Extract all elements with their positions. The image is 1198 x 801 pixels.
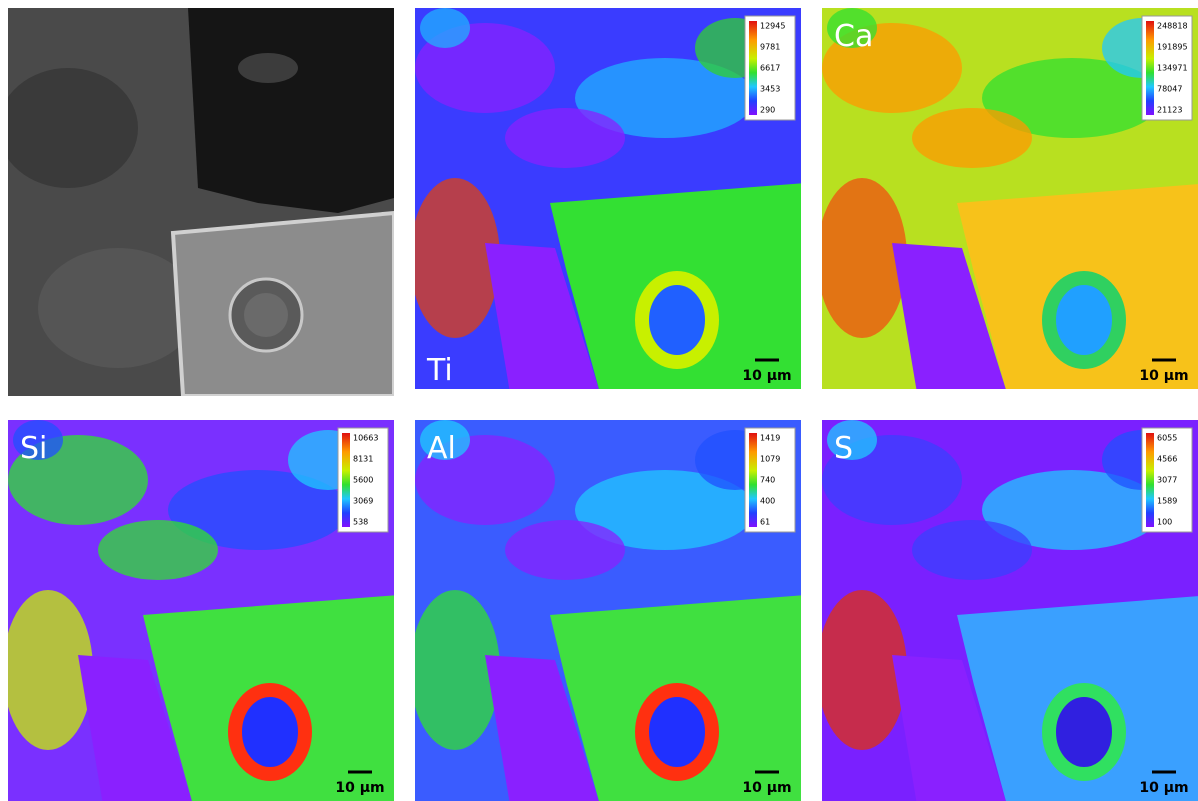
- map-blob: [912, 520, 1032, 580]
- colorbar-label: 10663: [353, 434, 378, 443]
- colorbar: 12945 9781 6617 3453 290: [744, 15, 796, 121]
- colorbar-label: 134971: [1157, 64, 1188, 73]
- colorbar-label: 4566: [1157, 455, 1177, 464]
- map-ring: [1042, 271, 1126, 369]
- map-blob: [415, 590, 500, 750]
- colorbar-label: 1419: [760, 434, 780, 443]
- map-blob: [982, 58, 1162, 138]
- map-strip: [78, 655, 192, 801]
- colorbar-label: 1589: [1157, 497, 1177, 506]
- map-blob: [13, 420, 63, 460]
- map-blob: [8, 590, 93, 750]
- scale-bar-label: 10 µm: [335, 780, 384, 796]
- colorbar-gradient: [342, 433, 350, 527]
- map-blob: [575, 58, 755, 138]
- element-map: 248818 191895 134971 78047 21123 10 µm Ca: [822, 8, 1198, 389]
- element-map: 6055 4566 3077 1589 100 10 µm S: [822, 420, 1198, 801]
- map-strip: [485, 243, 599, 389]
- colorbar-label: 8131: [353, 455, 373, 464]
- colorbar-gradient: [749, 21, 757, 115]
- sem-image: [8, 8, 394, 396]
- element-map: 1419 1079 740 400 61 10 µm Al: [415, 420, 801, 801]
- element-label: Ti: [426, 353, 453, 388]
- map-blob: [912, 108, 1032, 168]
- colorbar: 10663 8131 5600 3069 538: [337, 427, 389, 533]
- colorbar-label: 538: [353, 518, 368, 527]
- map-ring: [1042, 683, 1126, 781]
- element-map: 12945 9781 6617 3453 290 10 µm Ti: [415, 8, 801, 389]
- colorbar-label: 100: [1157, 518, 1172, 527]
- colorbar-gradient: [749, 433, 757, 527]
- scale-bar-label: 10 µm: [1139, 368, 1188, 384]
- colorbar-label: 248818: [1157, 22, 1188, 31]
- colorbar-label: 3069: [353, 497, 373, 506]
- map-ring: [228, 683, 312, 781]
- colorbar: 248818 191895 134971 78047 21123: [1141, 15, 1193, 121]
- element-label: S: [834, 431, 853, 466]
- colorbar-label: 740: [760, 476, 775, 485]
- map-blob: [982, 470, 1162, 550]
- map-blob: [822, 178, 907, 338]
- scale-bar-label: 10 µm: [1139, 780, 1188, 796]
- colorbar-gradient: [1146, 21, 1154, 115]
- colorbar-label: 21123: [1157, 106, 1182, 115]
- map-blob: [98, 520, 218, 580]
- map-strip: [485, 655, 599, 801]
- colorbar-gradient: [1146, 433, 1154, 527]
- map-ring: [635, 271, 719, 369]
- map-blob: [575, 470, 755, 550]
- map-blob: [827, 420, 877, 460]
- colorbar-label: 290: [760, 106, 775, 115]
- map-ring: [635, 683, 719, 781]
- colorbar-label: 5600: [353, 476, 373, 485]
- map-strip: [892, 243, 1006, 389]
- colorbar-label: 400: [760, 497, 775, 506]
- map-blob: [420, 8, 470, 48]
- scale-bar-label: 10 µm: [742, 780, 791, 796]
- colorbar-label: 12945: [760, 22, 785, 31]
- map-blob: [827, 8, 877, 48]
- colorbar-label: 1079: [760, 455, 780, 464]
- colorbar-label: 3077: [1157, 476, 1177, 485]
- colorbar-label: 9781: [760, 43, 780, 52]
- map-blob: [415, 178, 500, 338]
- map-blob: [505, 108, 625, 168]
- map-blob: [168, 470, 348, 550]
- element-map: 10663 8131 5600 3069 538 10 µm Si: [8, 420, 394, 801]
- element-label: Al: [427, 431, 456, 466]
- map-blob: [420, 420, 470, 460]
- colorbar-label: 3453: [760, 85, 780, 94]
- colorbar-label: 191895: [1157, 43, 1188, 52]
- map-strip: [892, 655, 1006, 801]
- colorbar: 6055 4566 3077 1589 100: [1141, 427, 1193, 533]
- element-label: Si: [20, 431, 47, 466]
- map-blob: [822, 590, 907, 750]
- colorbar-label: 78047: [1157, 85, 1182, 94]
- colorbar: 1419 1079 740 400 61: [744, 427, 796, 533]
- element-label: Ca: [834, 19, 873, 54]
- colorbar-label: 6617: [760, 64, 780, 73]
- scale-bar-label: 10 µm: [742, 368, 791, 384]
- colorbar-label: 61: [760, 518, 770, 527]
- map-blob: [505, 520, 625, 580]
- colorbar-label: 6055: [1157, 434, 1177, 443]
